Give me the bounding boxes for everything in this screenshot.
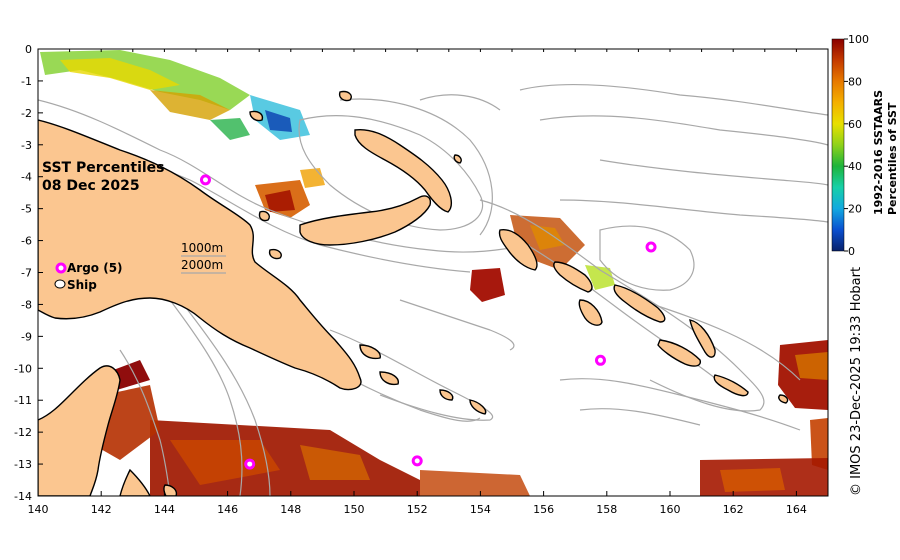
observation-legend: Argo (5) Ship [54,261,123,292]
x-tick-label: 160 [660,503,681,516]
new-guinea [38,119,362,391]
depth-label-2000: 2000m [181,258,223,272]
x-tick-label: 152 [407,503,428,516]
y-tick-label: -14 [14,490,32,503]
y-tick-label: -4 [21,171,32,184]
y-tick-label: -9 [21,330,32,343]
colorbar-tick-label: 40 [848,160,862,173]
colorbar-tick-label: 100 [848,33,869,46]
y-tick-label: -8 [21,298,32,311]
y-tick-label: -7 [21,267,32,280]
y-tick-label: -1 [21,75,32,88]
depth-label-1000: 1000m [181,241,223,255]
colorbar-ticks: 100 80 60 40 20 0 [844,33,869,258]
y-tick-label: -13 [14,458,32,471]
argo-float-marker [199,174,211,186]
colorbar-tick-label: 60 [848,118,862,131]
malaita [689,319,716,358]
colorbar-title-line1: 1992-2016 SSTAARS [872,90,885,215]
colorbar-tick-label: 20 [848,203,862,216]
x-tick-label: 140 [28,503,49,516]
x-tick-label: 148 [280,503,301,516]
imos-credit: © IMOS 23-Dec-2025 19:33 Hobart [849,267,864,496]
ship-legend-icon [54,279,66,289]
bathymetry-contours [38,83,828,496]
argo-legend-label: Argo (5) [67,261,123,275]
x-tick-label: 154 [470,503,491,516]
colorbar-title-line2: Percentiles of SST [886,102,899,215]
y-tick-label: -5 [21,203,32,216]
ship-legend-label: Ship [67,278,97,292]
land-masses [38,90,789,496]
colorbar-tick-label: 80 [848,75,862,88]
argo-float-marker [244,458,256,470]
colorbar-gradient [831,38,845,252]
guadalcanal [657,339,702,367]
y-tick-label: -2 [21,107,32,120]
bougainville [498,228,538,271]
x-tick-label: 146 [217,503,238,516]
new-britain [299,195,432,246]
x-tick-label: 142 [91,503,112,516]
x-tick-label: 150 [344,503,365,516]
argo-float-marker [645,241,657,253]
x-axis: 140 142 144 146 148 150 152 154 156 158 160 162 164 [28,49,829,516]
colorbar: 100 80 60 40 20 0 1992-2016 SSTAARS Percentil… [831,33,899,258]
australia [38,365,121,496]
x-tick-label: 158 [596,503,617,516]
new-ireland [354,128,452,213]
y-tick-label: -11 [14,394,32,407]
argo-legend-icon [55,262,67,274]
x-tick-label: 162 [723,503,744,516]
y-tick-label: -12 [14,426,32,439]
argo-float-marker [594,354,606,366]
x-tick-label: 144 [154,503,175,516]
y-tick-label: -6 [21,235,32,248]
x-tick-label: 156 [533,503,554,516]
colorbar-tick-label: 0 [848,245,855,258]
argo-float-marker [411,455,423,467]
santa-isabel [613,284,666,323]
y-tick-label: 0 [25,43,32,56]
y-axis: 0 -1 -2 -3 -4 -5 -6 -7 -8 -9 -10 -11 -12 -13 -14 [14,43,43,503]
australia-east [119,468,151,496]
y-tick-label: -3 [21,139,32,152]
sst-data-field [40,50,828,496]
choiseul [553,261,593,293]
makira [713,374,749,397]
new-georgia [578,299,603,326]
map-title-line2: 08 Dec 2025 [42,178,140,194]
map-title-line1: SST Percentiles [42,160,165,176]
y-tick-label: -10 [14,362,32,375]
argo-float-markers [199,174,657,470]
depth-legend: 1000m 2000m [181,241,226,274]
x-tick-label: 164 [786,503,807,516]
